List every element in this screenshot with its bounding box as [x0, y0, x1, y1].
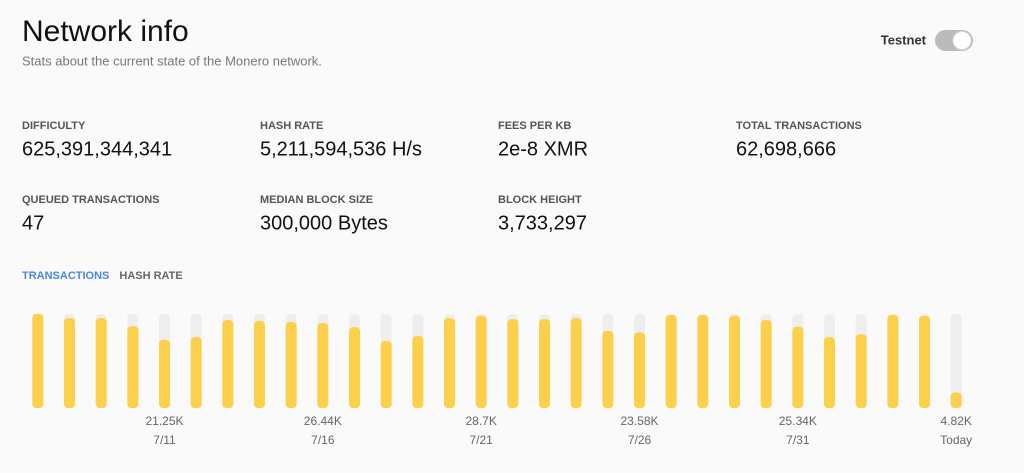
- stat-value: 300,000 Bytes: [260, 212, 388, 234]
- stat-value: 2e-8 XMR: [498, 138, 588, 160]
- bar: [634, 332, 645, 408]
- bar: [570, 318, 582, 408]
- toggle-label: Testnet: [881, 32, 927, 47]
- x-tick-label: Today: [940, 433, 972, 447]
- x-tick-label: 7/21: [469, 433, 493, 447]
- stat-value: 5,211,594,536 H/s: [260, 138, 422, 160]
- chart-tab[interactable]: TRANSACTIONS: [22, 270, 109, 282]
- toggle-switch[interactable]: [935, 30, 973, 51]
- bar: [539, 319, 550, 408]
- bar: [697, 314, 709, 408]
- bar: [602, 331, 614, 408]
- bar: [95, 318, 107, 408]
- page-title: Network info: [22, 15, 189, 48]
- bar: [444, 318, 455, 408]
- value-label: 28.7K: [465, 414, 496, 428]
- x-tick-label: 7/16: [311, 433, 335, 447]
- stat-label: MEDIAN BLOCK SIZE: [260, 194, 373, 206]
- bar: [824, 337, 835, 408]
- bar: [64, 318, 75, 408]
- bar: [159, 339, 170, 408]
- bar: [349, 327, 360, 408]
- bar: [729, 315, 740, 408]
- x-tick-label: 7/31: [786, 433, 810, 447]
- bar: [412, 336, 424, 408]
- value-label: 26.44K: [304, 414, 342, 428]
- stat-label: HASH RATE: [260, 120, 323, 132]
- x-tick-label: 7/11: [153, 433, 176, 447]
- stat-label: FEES PER KB: [498, 120, 571, 132]
- bar: [665, 314, 677, 408]
- bar: [475, 315, 487, 408]
- stat-label: DIFFICULTY: [22, 120, 86, 132]
- stat-value: 3,733,297: [498, 212, 587, 234]
- bar: [32, 314, 44, 408]
- bar: [760, 320, 772, 408]
- stat-value: 47: [22, 212, 44, 234]
- value-label: 21.25K: [145, 414, 183, 428]
- bar: [127, 326, 139, 408]
- bar: [887, 314, 899, 408]
- bar: [317, 323, 329, 408]
- chart-tab[interactable]: HASH RATE: [119, 270, 182, 282]
- bar: [190, 337, 202, 408]
- bar: [285, 322, 297, 408]
- bar: [222, 320, 234, 408]
- bar-track: [950, 314, 962, 408]
- value-label: 4.82K: [940, 414, 971, 428]
- stat-value: 62,698,666: [736, 138, 836, 160]
- page-subtitle: Stats about the current state of the Mon…: [22, 53, 322, 68]
- stat-label: TOTAL TRANSACTIONS: [736, 120, 862, 132]
- bar: [950, 392, 962, 408]
- x-tick-label: 7/26: [628, 433, 652, 447]
- value-label: 25.34K: [779, 414, 817, 428]
- bar: [919, 315, 930, 408]
- stat-label: QUEUED TRANSACTIONS: [22, 194, 160, 206]
- stat-value: 625,391,344,341: [22, 138, 172, 160]
- toggle-knob[interactable]: [952, 31, 972, 50]
- bar: [855, 334, 867, 408]
- stat-label: BLOCK HEIGHT: [498, 194, 582, 206]
- bar: [380, 340, 392, 408]
- bar: [507, 319, 519, 408]
- bar: [254, 321, 265, 408]
- bar: [792, 326, 804, 408]
- value-label: 23.58K: [620, 414, 658, 428]
